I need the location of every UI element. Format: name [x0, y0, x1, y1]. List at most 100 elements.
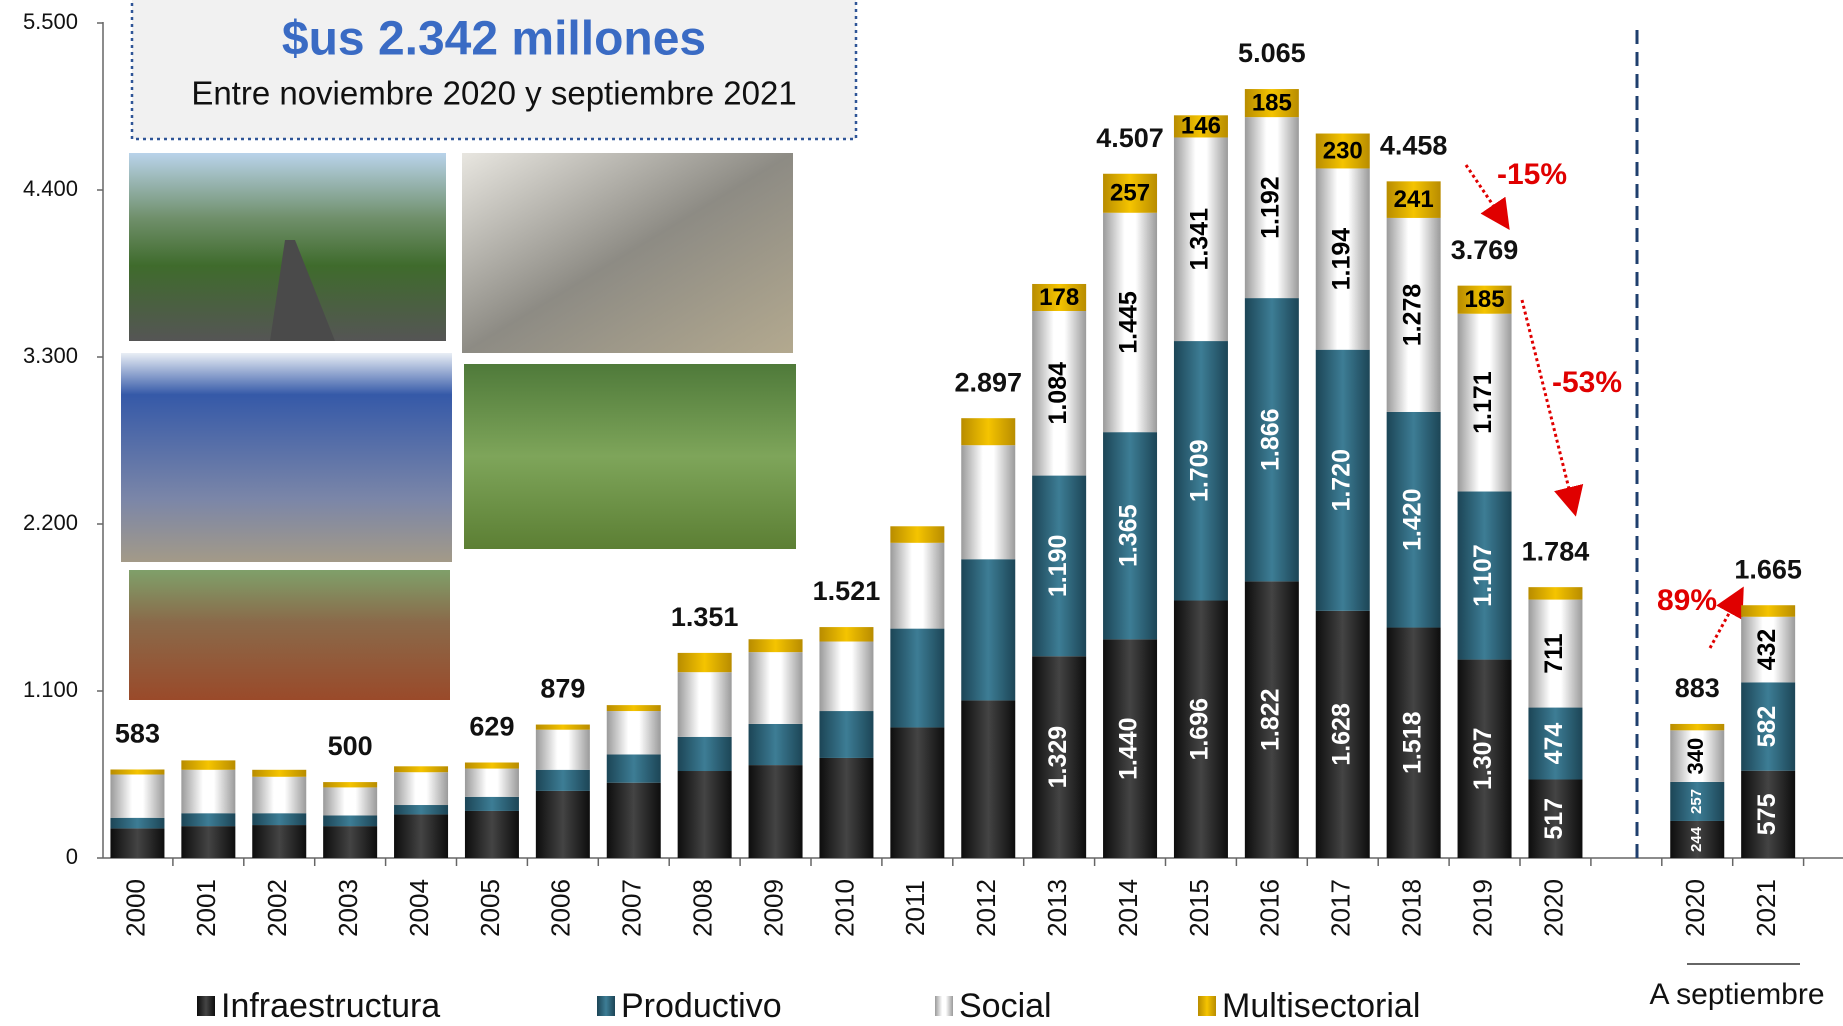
y-tick-label: 5.500	[23, 9, 78, 34]
bar-segment	[819, 627, 874, 642]
value-label: 1.341	[1186, 208, 1214, 271]
x-tick-label: 2002	[262, 879, 292, 937]
total-label: 1.351	[671, 602, 739, 632]
bar-segment	[323, 815, 378, 827]
x-tick-label: 2017	[1326, 879, 1356, 937]
value-label: 1.720	[1327, 449, 1355, 512]
bar-segment	[110, 817, 165, 829]
bar-segment	[890, 542, 945, 629]
y-tick-label: 4.400	[23, 176, 78, 201]
bar-segment	[890, 628, 945, 728]
bar-segment	[323, 782, 378, 788]
value-label: 517	[1540, 798, 1568, 840]
bar-segment	[1032, 283, 1087, 311]
value-label: 257	[1688, 789, 1705, 814]
annotation: -53%	[1552, 366, 1622, 399]
y-tick-label: 0	[66, 844, 78, 869]
bar-segment	[464, 768, 519, 797]
arrow	[1708, 586, 1744, 649]
bar-segment	[252, 825, 307, 858]
bar-segment	[1457, 313, 1512, 492]
value-label: 1.365	[1115, 504, 1143, 567]
x-tick-label: 2020	[1538, 879, 1568, 937]
bar-segment	[1173, 115, 1228, 138]
x-tick-label: 2009	[758, 879, 788, 937]
total-label: 1.521	[813, 576, 881, 606]
value-label: 1.518	[1398, 711, 1426, 774]
bar-segment	[890, 526, 945, 543]
bar-segment	[748, 765, 803, 858]
bar-segment	[323, 826, 378, 858]
x-tick-label: 2000	[120, 879, 150, 937]
annotation: 89%	[1657, 584, 1717, 617]
chart-subtitle: Entre noviembre 2020 y septiembre 2021	[191, 75, 796, 112]
group-label: A septiembre	[1649, 978, 1824, 1011]
bar-segment	[748, 652, 803, 724]
bar-segment	[1315, 349, 1370, 611]
value-label: 185	[1252, 89, 1292, 116]
value-label: 146	[1181, 113, 1221, 140]
value-label: 1.709	[1186, 440, 1214, 503]
value-label: 1.445	[1115, 291, 1143, 354]
value-label: 1.171	[1469, 371, 1497, 434]
bar-segment	[1670, 730, 1725, 782]
bar-segment	[677, 736, 732, 772]
total-label: 3.769	[1451, 235, 1519, 265]
x-tick-label: 2014	[1113, 879, 1143, 937]
value-label: 241	[1394, 186, 1434, 213]
bar-segment	[1386, 627, 1441, 858]
bar-segment	[1103, 173, 1158, 213]
bar-segment	[1386, 181, 1441, 218]
bar-segment	[606, 711, 661, 755]
bar-segment	[677, 771, 732, 858]
bar-segment	[677, 672, 732, 737]
total-label: 5.065	[1238, 38, 1306, 68]
bar-segment	[394, 766, 449, 773]
value-label: 1.107	[1469, 544, 1497, 607]
legend-label: Multisectorial	[1222, 987, 1420, 1025]
bar-segment	[535, 769, 590, 791]
bar-segment	[1528, 587, 1583, 600]
bar-segment	[1670, 781, 1725, 821]
bar-segment	[1457, 659, 1512, 858]
bar-segment	[1386, 217, 1441, 412]
bar-segment	[819, 711, 874, 758]
value-label: 1.194	[1327, 228, 1355, 291]
bar-segment	[394, 772, 449, 806]
bar-segment	[181, 826, 236, 858]
bar-segment	[464, 796, 519, 811]
bar-segment	[110, 828, 165, 858]
y-tick-label: 1.100	[23, 677, 78, 702]
total-label: 500	[328, 731, 373, 761]
bar-segment	[748, 723, 803, 766]
bar-segment	[1103, 432, 1158, 640]
annotation: -15%	[1497, 158, 1567, 191]
legend-label: Social	[959, 987, 1052, 1025]
x-tick-label: 2011	[900, 880, 930, 936]
bar-segment	[1741, 616, 1796, 683]
x-tick-label: 2003	[333, 879, 363, 937]
bar-segment	[535, 729, 590, 770]
value-label: 1.866	[1256, 408, 1284, 471]
value-label: 1.190	[1044, 535, 1072, 598]
x-tick-label: 2008	[688, 879, 718, 937]
legend-swatch	[935, 996, 953, 1016]
total-label: 883	[1675, 673, 1720, 703]
value-label: 1.420	[1398, 488, 1426, 551]
x-tick-label: 2019	[1467, 879, 1497, 937]
bar-segment	[535, 790, 590, 858]
bar-segment	[464, 762, 519, 769]
value-label: 1.307	[1469, 728, 1497, 791]
bar-segment	[323, 787, 378, 816]
value-label: 1.696	[1186, 698, 1214, 761]
bar-segment	[1528, 599, 1583, 708]
bar-segment	[1244, 298, 1299, 582]
x-tick-label: 2016	[1255, 879, 1285, 937]
bar-segment	[1032, 656, 1087, 858]
bar-segment	[606, 754, 661, 783]
bar-segment	[252, 769, 307, 777]
value-label: 340	[1683, 738, 1708, 775]
bar-segment	[961, 559, 1016, 701]
road	[270, 240, 335, 341]
legend-swatch	[1198, 996, 1216, 1016]
